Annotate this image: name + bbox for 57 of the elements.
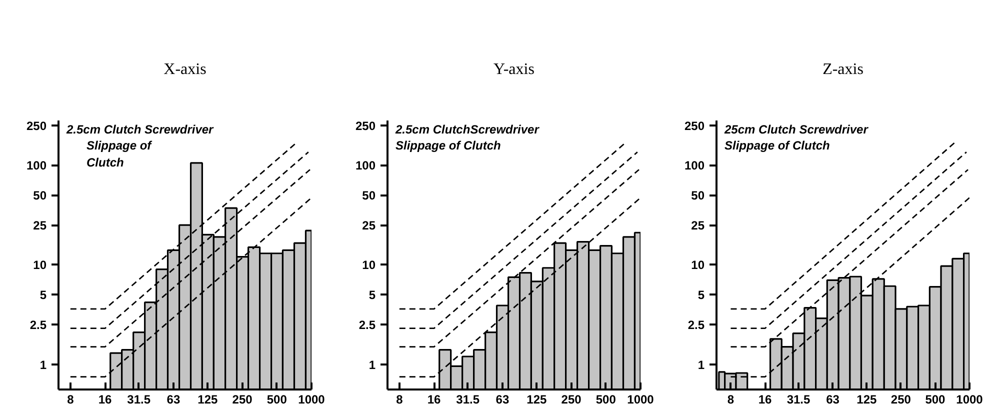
x-tick-label: 8 bbox=[396, 392, 404, 406]
y-tick-label: 1 bbox=[698, 358, 705, 372]
y-tick-label: 10 bbox=[33, 258, 47, 272]
y-tick-label: 2.5 bbox=[30, 318, 47, 332]
y-tick-label: 50 bbox=[691, 188, 705, 203]
x-tick-label: 500 bbox=[266, 392, 288, 406]
chart-title: Z-axis bbox=[822, 61, 864, 78]
chart-title: Y-axis bbox=[494, 61, 534, 78]
y-tick-label: 10 bbox=[691, 258, 705, 272]
y-tick-label: 25 bbox=[33, 218, 47, 233]
chart-title: X-axis bbox=[164, 61, 206, 78]
x-tick-label: 1000 bbox=[627, 392, 654, 406]
y-tick-label: 25 bbox=[362, 218, 376, 233]
y-tick-label: 50 bbox=[362, 188, 376, 203]
y-tick-label: 2.5 bbox=[358, 318, 376, 332]
y-tick-label: 2.5 bbox=[688, 318, 705, 332]
x-tick-label: 63 bbox=[826, 392, 840, 406]
x-tick-label: 1000 bbox=[956, 392, 984, 406]
y-tick-label: 1 bbox=[40, 358, 47, 372]
x-tick-label: 63 bbox=[166, 392, 180, 406]
x-tick-label: 250 bbox=[890, 392, 912, 406]
y-tick-label: 250 bbox=[26, 118, 47, 133]
y-tick-label: 100 bbox=[26, 158, 47, 173]
x-tick-label: 16 bbox=[427, 392, 442, 406]
x-tick-label: 31.5 bbox=[786, 392, 811, 406]
y-tick-label: 25 bbox=[691, 218, 705, 233]
y-tick-label: 100 bbox=[684, 158, 705, 173]
annotation: 25cm Clutch Screwdriver bbox=[724, 122, 870, 136]
y-tick-label: 1 bbox=[368, 358, 376, 372]
x-tick-label: 500 bbox=[596, 392, 616, 406]
x-tick-label: 63 bbox=[496, 392, 510, 406]
x-tick-label: 31.5 bbox=[127, 392, 151, 406]
y-tick-label: 50 bbox=[33, 188, 47, 203]
x-tick-label: 16 bbox=[758, 392, 772, 406]
x-tick-label: 250 bbox=[561, 392, 582, 406]
y-tick-label: 250 bbox=[684, 118, 705, 133]
y-tick-label: 250 bbox=[355, 118, 376, 133]
x-tick-label: 125 bbox=[198, 392, 218, 406]
y-tick-label: 5 bbox=[368, 288, 376, 302]
y-tick-label: 5 bbox=[698, 288, 705, 302]
x-tick-label: 500 bbox=[925, 392, 946, 406]
annotation: 2.5cm Clutch Screwdriver bbox=[66, 122, 215, 136]
y-tick-label: 10 bbox=[362, 258, 376, 272]
x-tick-label: 16 bbox=[98, 392, 112, 406]
x-tick-label: 8 bbox=[67, 392, 74, 406]
annotation: Slippage of Clutch bbox=[396, 138, 501, 152]
x-tick-label: 1000 bbox=[298, 392, 326, 406]
annotation: 2.5cm ClutchScrewdriver bbox=[394, 122, 540, 136]
x-tick-label: 31.5 bbox=[456, 392, 480, 406]
y-tick-label: 100 bbox=[355, 158, 376, 173]
x-tick-label: 125 bbox=[526, 392, 548, 406]
annotation: Slippage of Clutch bbox=[724, 138, 830, 152]
annotation: Slippage of Clutch bbox=[86, 138, 152, 170]
x-tick-label: 250 bbox=[232, 392, 253, 406]
x-tick-label: 125 bbox=[856, 392, 878, 406]
x-tick-label: 8 bbox=[727, 392, 734, 406]
y-tick-label: 5 bbox=[40, 288, 47, 302]
